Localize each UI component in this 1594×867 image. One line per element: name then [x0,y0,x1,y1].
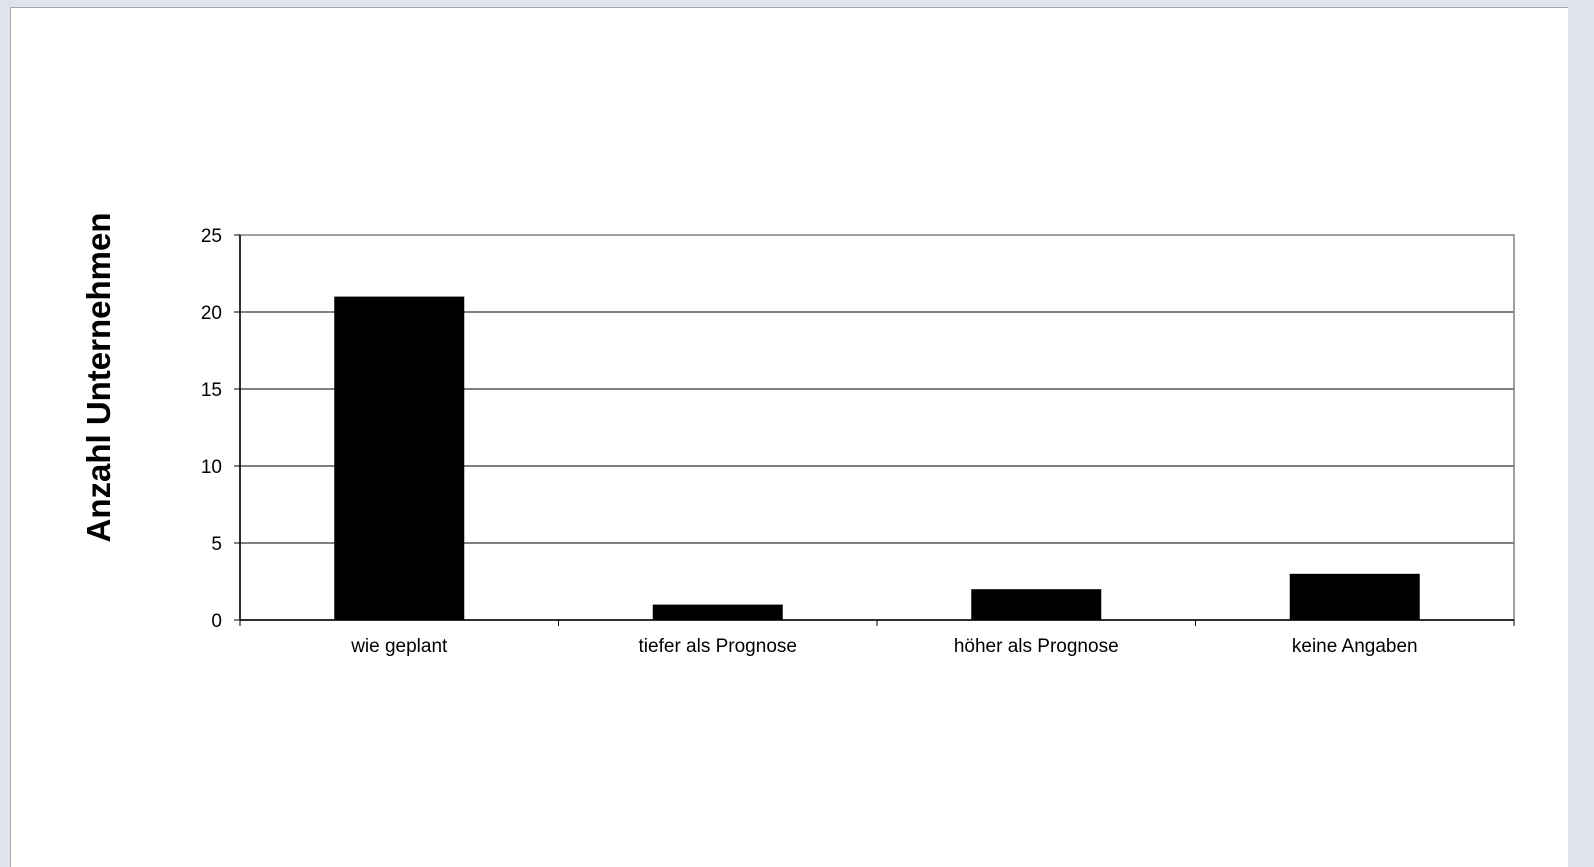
y-tick-label: 25 [201,226,222,247]
y-tick-label: 5 [211,534,222,555]
x-category-label: tiefer als Prognose [639,636,797,657]
y-tick-label: 0 [211,611,222,632]
x-category-label: höher als Prognose [954,636,1119,657]
bar [334,296,465,620]
x-tick-labels: wie geplant tiefer als Prognose höher als … [350,636,1417,657]
y-tick-label: 15 [201,380,222,401]
bar [1289,573,1420,620]
bar [652,604,783,620]
x-category-label: wie geplant [350,636,448,657]
bar [971,589,1102,620]
bars [334,296,1420,620]
x-category-label: keine Angaben [1292,636,1418,657]
y-tick-labels: 0 5 10 15 20 25 [201,226,222,632]
axes [234,234,1515,626]
chart-frame [10,7,1568,867]
y-tick-label: 10 [201,457,222,478]
y-axis-title: Anzahl Unternehmen [80,212,117,542]
y-tick-label: 20 [201,303,222,324]
